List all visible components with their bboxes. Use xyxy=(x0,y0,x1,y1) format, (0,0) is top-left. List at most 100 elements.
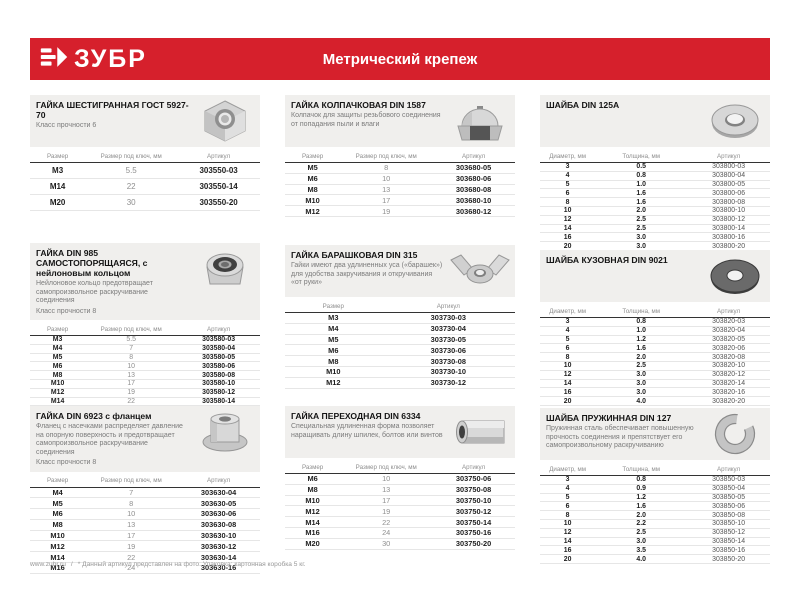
table-header-row: Размер Размер под ключ, мм Артикул xyxy=(30,475,260,488)
article-cell: 303800-20 xyxy=(712,242,746,250)
product-table: Диаметр, мм Толщина, мм Артикул 3 0.8 303820-… xyxy=(540,305,770,406)
size-cell: 3 xyxy=(565,318,570,326)
table-header-row: Размер Артикул xyxy=(285,300,515,313)
product-section-wing-nut-din-315: ГАЙКА БАРАШКОВАЯ DIN 315 Гайки имеют два … xyxy=(285,245,515,389)
table-row: М4 7 303630-04 xyxy=(30,488,260,499)
size-cell: 10 xyxy=(382,474,391,484)
size-cell: М20 xyxy=(49,198,66,207)
size-cell: М8 xyxy=(307,485,318,495)
section-title: ГАЙКА DIN 985 САМОСТОПОРЯЩАЯСЯ, с нейлон… xyxy=(36,248,148,278)
size-cell: 0.5 xyxy=(636,163,646,171)
size-cell: 10 xyxy=(563,207,572,215)
size-cell: 22 xyxy=(127,397,136,405)
size-cell: 2.5 xyxy=(636,362,646,370)
table-row: М5 8 303680-05 xyxy=(285,163,515,174)
product-photo-lock-nut xyxy=(193,246,257,292)
size-cell: 13 xyxy=(382,485,391,495)
size-cell: 1.2 xyxy=(636,335,646,343)
size-cell: 3.0 xyxy=(636,233,646,241)
column-header: Толщина, мм xyxy=(622,307,660,315)
size-cell: М3 xyxy=(52,336,63,344)
table-header-row: Размер Размер под ключ, мм Артикул xyxy=(285,150,515,163)
section-header: ГАЙКА БАРАШКОВАЯ DIN 315 Гайки имеют два … xyxy=(285,245,515,297)
section-description: Пружинная сталь обеспечивает повышенную … xyxy=(546,425,694,449)
size-cell: 5.5 xyxy=(126,336,136,344)
size-cell: 19 xyxy=(127,389,136,397)
article-cell: 303750-06 xyxy=(455,474,492,484)
column-header: Артикул xyxy=(717,465,741,473)
table-header-row: Диаметр, мм Толщина, мм Артикул xyxy=(540,150,770,163)
product-photo-spring-washer xyxy=(703,411,767,457)
table-row: 8 2.0 303850-08 xyxy=(540,511,770,520)
size-cell: 17 xyxy=(127,531,136,541)
product-photo-wing-nut xyxy=(448,248,512,294)
size-cell: М6 xyxy=(307,474,318,484)
size-cell: 4.0 xyxy=(636,555,646,563)
table-row: М8 13 303680-08 xyxy=(285,185,515,196)
table-row: М4 303730-04 xyxy=(285,324,515,335)
article-cell: 303550-20 xyxy=(199,198,238,207)
article-cell: 303730-05 xyxy=(430,334,466,344)
size-cell: М3 xyxy=(52,166,64,175)
size-cell: М16 xyxy=(50,563,65,573)
size-cell: 6 xyxy=(565,502,570,510)
column-header: Размер под ключ, мм xyxy=(355,463,417,471)
article-cell: 303820-14 xyxy=(712,379,746,387)
table-row: 14 3.0 303850-14 xyxy=(540,538,770,547)
product-table: Диаметр, мм Толщина, мм Артикул 3 0.5 303800-… xyxy=(540,150,770,251)
article-cell: 303680-05 xyxy=(455,163,492,173)
size-cell: 1.6 xyxy=(636,344,646,352)
size-cell: 22 xyxy=(126,182,136,191)
size-cell: М12 xyxy=(50,389,65,397)
size-cell: М6 xyxy=(52,509,63,519)
size-cell: М6 xyxy=(52,362,63,370)
table-header-row: Размер Размер под ключ, мм Артикул xyxy=(285,461,515,474)
size-cell: 1.2 xyxy=(636,493,646,501)
table-row: М6 303730-06 xyxy=(285,345,515,357)
table-row: М6 10 303750-06 xyxy=(285,474,515,485)
size-cell: 3.0 xyxy=(636,242,646,250)
size-cell: 12 xyxy=(563,529,572,537)
column-header: Диаметр, мм xyxy=(549,307,586,315)
size-cell: 1.6 xyxy=(636,502,646,510)
size-cell: 3.0 xyxy=(636,379,646,387)
section-header: ШАЙБА КУЗОВНАЯ DIN 9021 xyxy=(540,250,770,302)
column-header: Размер xyxy=(46,152,69,160)
size-cell: М10 xyxy=(305,495,320,505)
page-title: Метрический крепеж xyxy=(322,50,478,68)
product-section-lock-nut-din-985: ГАЙКА DIN 985 САМОСТОПОРЯЩАЯСЯ, с нейлон… xyxy=(30,243,260,424)
table-header-row: Диаметр, мм Толщина, мм Артикул xyxy=(540,305,770,318)
column-header: Артикул xyxy=(717,152,741,160)
size-cell: М10 xyxy=(50,380,65,388)
article-cell: 303820-05 xyxy=(712,335,746,343)
table-row: 4 0.8 303800-04 xyxy=(540,172,770,181)
article-cell: 303630-06 xyxy=(200,509,237,519)
table-row: М10 17 303750-10 xyxy=(285,496,515,507)
article-cell: 303800-03 xyxy=(712,163,746,171)
article-cell: 303800-04 xyxy=(712,172,746,180)
section-description: Фланец с насечками распределяет давление… xyxy=(36,423,183,456)
article-cell: 303850-10 xyxy=(712,520,746,528)
product-photo-flat-washer xyxy=(703,98,767,144)
size-cell: 2.5 xyxy=(636,224,646,232)
article-cell: 303730-08 xyxy=(430,356,466,366)
size-cell: 3 xyxy=(565,163,570,171)
size-cell: 20 xyxy=(563,555,572,563)
article-cell: 303820-10 xyxy=(712,362,746,370)
article-cell: 303630-08 xyxy=(200,520,237,530)
column-header: Артикул xyxy=(207,477,231,484)
size-cell: М5 xyxy=(328,334,339,344)
article-cell: 303750-14 xyxy=(455,517,492,527)
size-cell: 14 xyxy=(563,537,572,545)
product-photo-coupling-nut xyxy=(448,409,512,455)
column-header: Размер под ключ, мм xyxy=(100,325,162,333)
size-cell: 1.6 xyxy=(636,198,646,206)
size-cell: М12 xyxy=(305,206,320,216)
size-cell: 2.0 xyxy=(636,353,646,361)
size-cell: 12 xyxy=(563,216,572,224)
table-row: 6 1.6 303850-06 xyxy=(540,502,770,512)
section-description: Колпачок для защиты резьбового соединени… xyxy=(291,112,441,128)
article-cell: 303820-04 xyxy=(712,327,746,335)
size-cell: М14 xyxy=(50,552,65,562)
size-cell: М8 xyxy=(52,371,63,379)
